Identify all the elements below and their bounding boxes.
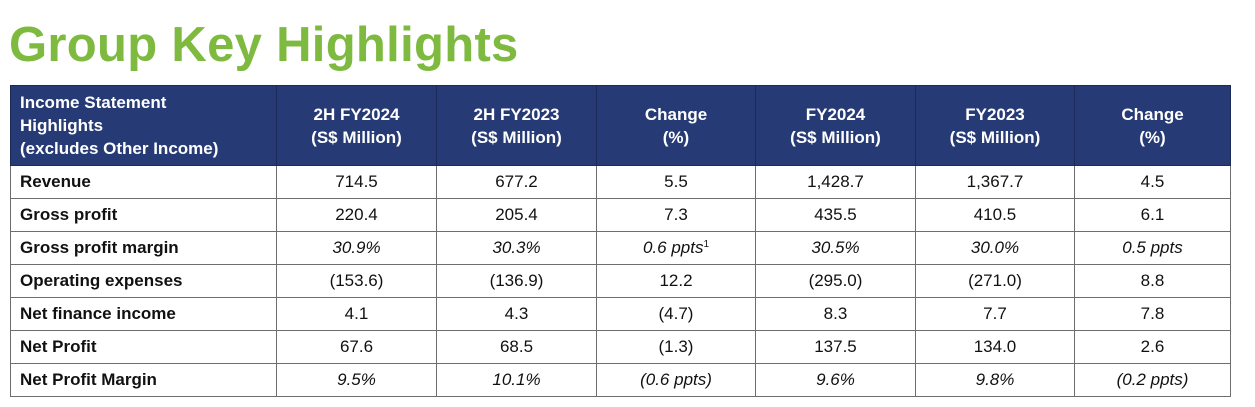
table-cell: 220.4 — [276, 198, 437, 232]
table-cell: 0.5 ppts — [1074, 231, 1231, 265]
table-cell-value: 0.6 ppts — [642, 238, 704, 257]
row-label: Net finance income — [10, 297, 277, 331]
table-cell: 68.5 — [436, 330, 597, 364]
row-label-header-line: Income Statement — [20, 93, 167, 112]
table-cell: 9.6% — [755, 363, 916, 397]
row-label: Operating expenses — [10, 264, 277, 298]
table-cell: 7.7 — [915, 297, 1075, 331]
income-statement-highlights-table: Income Statement Highlights (excludes Ot… — [10, 85, 1231, 397]
table-header: Income Statement Highlights (excludes Ot… — [10, 85, 1231, 166]
row-label: Net Profit Margin — [10, 363, 277, 397]
table-row-net-finance-income: Net finance income 4.1 4.3 (4.7) 8.3 7.7… — [10, 297, 1231, 331]
table-row-net-profit-margin: Net Profit Margin 9.5% 10.1% (0.6 ppts) … — [10, 363, 1231, 397]
column-header-unit: (%) — [1139, 127, 1166, 147]
row-label: Revenue — [10, 165, 277, 199]
table-cell: 30.9% — [276, 231, 437, 265]
row-label-header-line: Highlights — [20, 116, 104, 135]
table-cell: 30.0% — [915, 231, 1075, 265]
table-cell: (153.6) — [276, 264, 437, 298]
table-cell: (295.0) — [755, 264, 916, 298]
row-label-header: Income Statement Highlights (excludes Ot… — [10, 85, 277, 166]
column-header-change-half-year: Change (%) — [596, 85, 756, 166]
table-cell: (1.3) — [596, 330, 756, 364]
table-row-gross-profit: Gross profit 220.4 205.4 7.3 435.5 410.5… — [10, 198, 1231, 232]
table-cell: 9.8% — [915, 363, 1075, 397]
table-cell: 1,367.7 — [915, 165, 1075, 199]
column-header-period: Change — [644, 104, 708, 124]
table-cell: 410.5 — [915, 198, 1075, 232]
table-cell: 714.5 — [276, 165, 437, 199]
table-row-net-profit: Net Profit 67.6 68.5 (1.3) 137.5 134.0 2… — [10, 330, 1231, 364]
page-title: Group Key Highlights — [9, 18, 519, 72]
table-cell: 9.5% — [276, 363, 437, 397]
column-header-fy2023: FY2023 (S$ Million) — [915, 85, 1075, 166]
column-header-unit: (S$ Million) — [311, 127, 402, 147]
table-cell: 4.5 — [1074, 165, 1231, 199]
table-body: Revenue 714.5 677.2 5.5 1,428.7 1,367.7 … — [10, 165, 1231, 397]
table-cell: (136.9) — [436, 264, 597, 298]
table-cell: 8.3 — [755, 297, 916, 331]
column-header-fy2024: FY2024 (S$ Million) — [755, 85, 916, 166]
table-cell: 12.2 — [596, 264, 756, 298]
column-header-period: 2H FY2023 — [473, 104, 560, 124]
table-row-gross-profit-margin: Gross profit margin 30.9% 30.3% 0.6 ppts… — [10, 231, 1231, 265]
table-row-revenue: Revenue 714.5 677.2 5.5 1,428.7 1,367.7 … — [10, 165, 1231, 199]
table-row-operating-expenses: Operating expenses (153.6) (136.9) 12.2 … — [10, 264, 1231, 298]
column-header-unit: (S$ Million) — [790, 127, 881, 147]
table-cell: 435.5 — [755, 198, 916, 232]
table-cell: 30.3% — [436, 231, 597, 265]
footnote-marker: 1 — [703, 239, 710, 250]
table-cell-with-footnote: 0.6 ppts1 — [596, 231, 756, 265]
table-cell: (271.0) — [915, 264, 1075, 298]
table-cell: 67.6 — [276, 330, 437, 364]
table-cell: 8.8 — [1074, 264, 1231, 298]
table-cell: 7.3 — [596, 198, 756, 232]
column-header-unit: (S$ Million) — [471, 127, 562, 147]
column-header-period: FY2023 — [965, 104, 1025, 124]
table-cell: 4.3 — [436, 297, 597, 331]
column-header-period: 2H FY2024 — [313, 104, 400, 124]
header-row: Income Statement Highlights (excludes Ot… — [10, 85, 1231, 166]
column-header-period: Change — [1121, 104, 1184, 124]
table-cell: 7.8 — [1074, 297, 1231, 331]
column-header-unit: (S$ Million) — [949, 127, 1041, 147]
column-header-2h-fy2024: 2H FY2024 (S$ Million) — [276, 85, 437, 166]
row-label: Net Profit — [10, 330, 277, 364]
table-cell: 10.1% — [436, 363, 597, 397]
table-cell: 205.4 — [436, 198, 597, 232]
column-header-unit: (%) — [662, 127, 690, 147]
table-cell: 137.5 — [755, 330, 916, 364]
table-cell: 1,428.7 — [755, 165, 916, 199]
row-label-header-line: (excludes Other Income) — [20, 139, 219, 158]
table-cell: 30.5% — [755, 231, 916, 265]
table-cell: (4.7) — [596, 297, 756, 331]
column-header-2h-fy2023: 2H FY2023 (S$ Million) — [436, 85, 597, 166]
table-cell: 5.5 — [596, 165, 756, 199]
table-cell: 2.6 — [1074, 330, 1231, 364]
table-cell: (0.2 ppts) — [1074, 363, 1231, 397]
column-header-change-full-year: Change (%) — [1074, 85, 1231, 166]
column-header-period: FY2024 — [805, 104, 866, 124]
table-cell: (0.6 ppts) — [596, 363, 756, 397]
table-cell: 134.0 — [915, 330, 1075, 364]
table-cell: 6.1 — [1074, 198, 1231, 232]
table-cell: 677.2 — [436, 165, 597, 199]
table-cell: 4.1 — [276, 297, 437, 331]
row-label: Gross profit margin — [10, 231, 277, 265]
row-label: Gross profit — [10, 198, 277, 232]
